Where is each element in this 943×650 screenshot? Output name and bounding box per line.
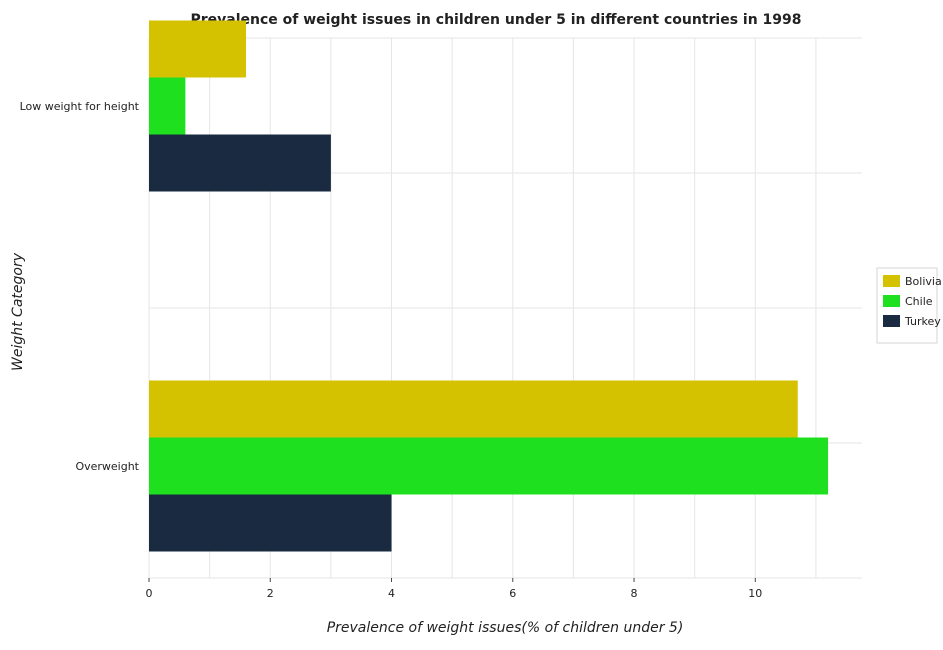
x-tick-label: 2 [267, 587, 274, 600]
legend-label-bolivia: Bolivia [905, 275, 942, 288]
bars [149, 20, 829, 552]
legend-label-turkey: Turkey [904, 315, 941, 328]
x-tick-label: 8 [631, 587, 638, 600]
x-tick-label: 0 [146, 587, 153, 600]
y-tick-label: Low weight for height [20, 100, 140, 113]
bar-chile-overweight [149, 437, 829, 495]
x-tick-label: 6 [509, 587, 516, 600]
chart-title: Prevalence of weight issues in children … [190, 12, 801, 28]
legend: Bolivia Chile Turkey [876, 267, 942, 344]
grid-lines [148, 37, 862, 579]
bar-bolivia-overweight [149, 380, 798, 438]
legend-swatch-turkey [883, 315, 900, 327]
x-axis-label: Prevalence of weight issues(% of childre… [327, 620, 684, 636]
legend-label-chile: Chile [905, 295, 933, 308]
bar-bolivia-low-weight-for-height [149, 20, 247, 78]
y-axis-ticks: Overweight Low weight for height [20, 100, 140, 473]
x-tick-label: 10 [748, 587, 762, 600]
legend-swatch-chile [883, 295, 900, 307]
y-tick-label: Overweight [75, 460, 139, 473]
x-tick-label: 4 [388, 587, 395, 600]
bar-chile-low-weight-for-height [149, 77, 186, 135]
bar-turkey-overweight [149, 494, 392, 552]
bar-turkey-low-weight-for-height [149, 134, 331, 192]
legend-swatch-bolivia [883, 275, 900, 287]
x-axis-ticks: 0 2 4 6 8 10 [146, 578, 762, 600]
y-axis-label: Weight Category [10, 252, 26, 371]
